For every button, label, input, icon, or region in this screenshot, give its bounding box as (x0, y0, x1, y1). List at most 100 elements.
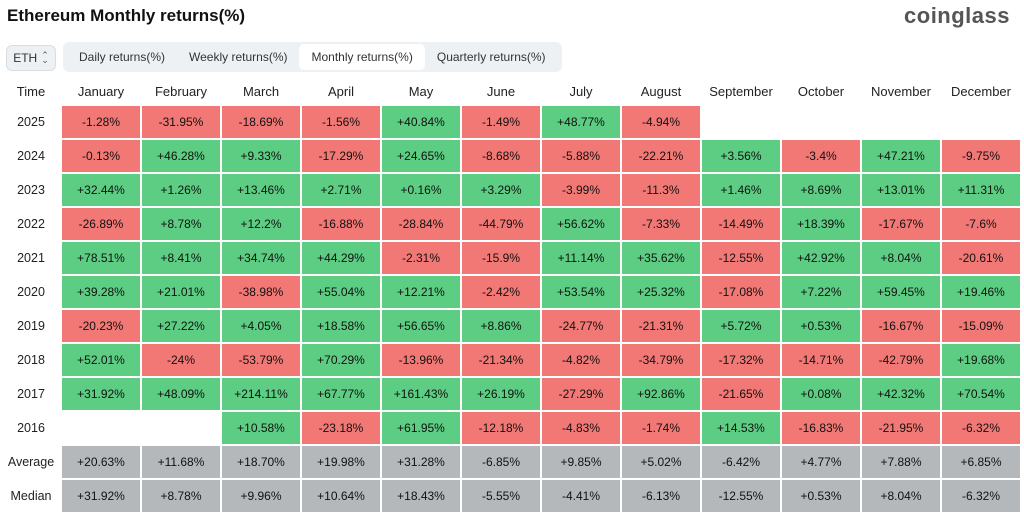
return-cell: -13.96% (382, 344, 460, 376)
return-cell: -6.32% (942, 412, 1020, 444)
row-label: 2016 (17, 421, 45, 435)
return-cell: +4.05% (222, 310, 300, 342)
row-label: 2019 (17, 319, 45, 333)
return-cell: +10.64% (302, 480, 380, 512)
tab-weekly-returns[interactable]: Weekly returns(%) (189, 50, 288, 64)
return-cell: -24% (142, 344, 220, 376)
return-cell: +70.29% (302, 344, 380, 376)
return-cell: -44.79% (462, 208, 540, 240)
table-row: 2023 +32.44% +1.26% +13.46% +2.71% +0.16% +3.2… (2, 174, 1020, 206)
return-cell: -4.94% (622, 106, 700, 138)
return-cell: -21.31% (622, 310, 700, 342)
return-cell: +18.43% (382, 480, 460, 512)
table-row: 2024 -0.13% +46.28% +9.33% -17.29% +24.65% -8.… (2, 140, 1020, 172)
column-header: June (486, 83, 516, 99)
row-label: Median (10, 489, 52, 503)
empty-cell (862, 106, 940, 138)
return-cell: -0.13% (62, 140, 140, 172)
return-cell: +0.53% (782, 310, 860, 342)
return-cell: -27.29% (542, 378, 620, 410)
asset-select[interactable]: ETH ⌃ ⌄ (6, 45, 56, 71)
return-cell: +9.96% (222, 480, 300, 512)
return-cell: +8.04% (862, 480, 940, 512)
return-cell: +32.44% (62, 174, 140, 206)
tab-quarterly-returns[interactable]: Quarterly returns(%) (436, 50, 546, 64)
tab-monthly-returns[interactable]: Monthly returns(%) (299, 44, 425, 70)
row-label: 2017 (17, 387, 45, 401)
return-cell: +31.92% (62, 378, 140, 410)
column-header: August (640, 83, 682, 99)
return-cell: -21.95% (862, 412, 940, 444)
return-cell: -4.82% (542, 344, 620, 376)
table-row: 2017 +31.92% +48.09% +214.11% +67.77% +161.43… (2, 378, 1020, 410)
return-cell: -7.6% (942, 208, 1020, 240)
brand-logo: coinglass (904, 3, 1010, 28)
table-header-row: Time January February March April May Ju… (2, 78, 1020, 104)
row-label: 2021 (17, 251, 45, 265)
return-cell: +11.68% (142, 446, 220, 478)
column-header: December (951, 83, 1011, 99)
return-cell: -20.23% (62, 310, 140, 342)
return-cell: +48.77% (542, 106, 620, 138)
column-header: February (154, 83, 208, 99)
return-cell: -5.88% (542, 140, 620, 172)
return-cell: -1.74% (622, 412, 700, 444)
return-cell: +34.74% (222, 242, 300, 274)
tab-daily-returns[interactable]: Daily returns(%) (79, 50, 166, 64)
return-cell: -17.67% (862, 208, 940, 240)
column-header: October (797, 83, 845, 99)
return-cell: +70.54% (942, 378, 1020, 410)
return-cell: +92.86% (622, 378, 700, 410)
return-cell: -1.49% (462, 106, 540, 138)
column-header: September (709, 83, 773, 99)
return-cell: +20.63% (62, 446, 140, 478)
return-cell: +4.77% (782, 446, 860, 478)
return-cell: -17.29% (302, 140, 380, 172)
return-cell: -24.77% (542, 310, 620, 342)
return-cell: +2.71% (302, 174, 380, 206)
return-cell: -31.95% (142, 106, 220, 138)
return-cell: +161.43% (382, 378, 460, 410)
return-cell: -8.68% (462, 140, 540, 172)
return-cell: -4.83% (542, 412, 620, 444)
return-cell: -16.83% (782, 412, 860, 444)
return-cell: +21.01% (142, 276, 220, 308)
return-cell: -12.55% (702, 480, 780, 512)
chevron-up-down-icon: ⌃ ⌄ (41, 50, 49, 65)
return-cell: +26.19% (462, 378, 540, 410)
return-cell: -18.69% (222, 106, 300, 138)
returns-period-tabs: Daily returns(%) Weekly returns(%) Month… (63, 42, 562, 72)
return-cell: -3.4% (782, 140, 860, 172)
return-cell: -12.18% (462, 412, 540, 444)
return-cell: +61.95% (382, 412, 460, 444)
return-cell: +0.08% (782, 378, 860, 410)
return-cell: +8.04% (862, 242, 940, 274)
return-cell: -9.75% (942, 140, 1020, 172)
return-cell: +31.28% (382, 446, 460, 478)
return-cell: +13.01% (862, 174, 940, 206)
return-cell: +8.86% (462, 310, 540, 342)
table-row: 2018 +52.01% -24% -53.79% +70.29% -13.96% -21.… (2, 344, 1020, 376)
column-header: November (871, 83, 931, 99)
return-cell: +5.02% (622, 446, 700, 478)
return-cell: -11.3% (622, 174, 700, 206)
column-header: January (77, 83, 125, 99)
return-cell: +0.53% (782, 480, 860, 512)
return-cell: -5.55% (462, 480, 540, 512)
return-cell: -2.42% (462, 276, 540, 308)
return-cell: -2.31% (382, 242, 460, 274)
return-cell: +67.77% (302, 378, 380, 410)
return-cell: +47.21% (862, 140, 940, 172)
return-cell: -14.49% (702, 208, 780, 240)
return-cell: -15.9% (462, 242, 540, 274)
return-cell: -23.18% (302, 412, 380, 444)
return-cell: -34.79% (622, 344, 700, 376)
return-cell: -14.71% (782, 344, 860, 376)
return-cell: +59.45% (862, 276, 940, 308)
return-cell: +78.51% (62, 242, 140, 274)
empty-cell (782, 106, 860, 138)
return-cell: +7.88% (862, 446, 940, 478)
return-cell: -1.28% (62, 106, 140, 138)
return-cell: +5.72% (702, 310, 780, 342)
return-cell: +214.11% (222, 378, 300, 410)
